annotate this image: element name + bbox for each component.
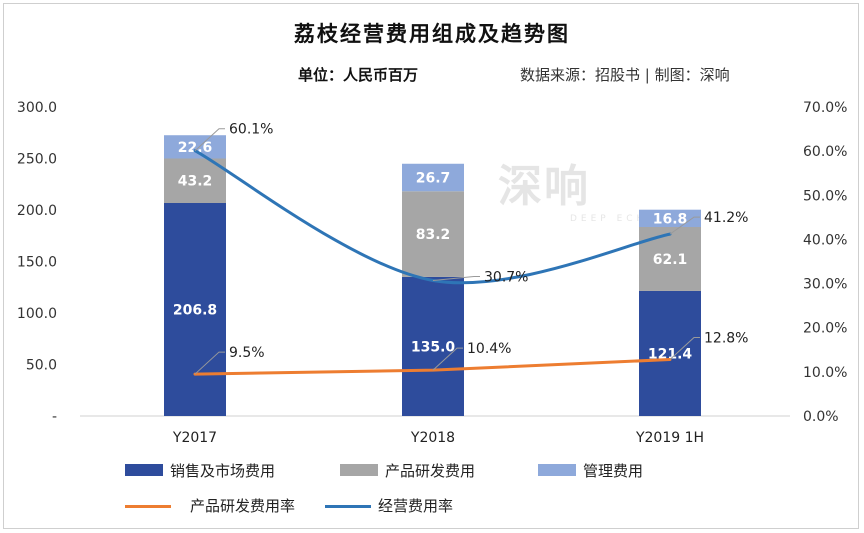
y-left-tick-label: 300.0 [17,100,57,116]
x-tick-label: Y2018 [410,430,455,446]
data-label-sales: 206.8 [173,302,217,318]
x-tick-label: Y2017 [172,430,217,446]
data-label-admin: 16.8 [653,211,688,227]
data-label-admin: 26.7 [416,171,451,187]
bar-admin [402,163,464,192]
y-right-tick-label: 50.0% [803,188,847,204]
bar-admin [164,135,226,159]
leader-line [669,216,700,235]
y-left-tick-label: 100.0 [17,306,57,322]
y-right-tick-label: 70.0% [803,100,847,116]
watermark-logo: 深响 DEEP ECHO [498,150,658,224]
legend-label-rnd: 产品研发费用 [385,462,476,480]
legend-swatch-opex-rate [325,505,371,508]
legend-label-rnd-rate: 产品研发费用率 [190,497,296,515]
bar-rnd [164,158,226,203]
leader-line [432,275,480,281]
watermark-subtext: DEEP ECHO [570,214,659,224]
line-opex-rate [193,149,672,285]
legend-label-sales: 销售及市场费用 [170,462,276,480]
data-label-sales: 121.4 [648,346,693,362]
unit-label: 单位：人民币百万 [298,66,419,84]
leader-line [194,128,225,152]
y-left-tick-label: 200.0 [17,203,57,219]
data-label-opex-rate: 41.2% [704,210,748,226]
y-left-tick-label: 50.0 [26,358,57,374]
data-label-opex-rate: 60.1% [229,122,273,138]
bar-sales [639,290,701,416]
y-right-tick-label: 20.0% [803,321,847,337]
x-tick-label: Y2019 1H [635,430,704,446]
data-label-rnd-rate: 10.4% [467,341,511,357]
data-label-rnd: 62.1 [653,252,688,268]
data-label-admin: 22.6 [178,140,213,156]
leader-line [669,336,700,360]
data-label-rnd: 83.2 [416,227,451,243]
legend-label-opex-rate: 经营费用率 [378,497,454,515]
y-left-tick-label: 150.0 [17,255,57,271]
data-label-opex-rate: 30.7% [484,269,528,285]
leader-line [194,351,225,375]
leader-line [432,347,463,371]
bar-rnd [639,226,701,291]
legend-swatch-rnd [340,464,378,476]
y-right-tick-label: 10.0% [803,365,847,381]
data-label-rnd-rate: 12.8% [704,330,748,346]
chart-title: 荔枝经营费用组成及趋势图 [294,21,570,46]
y-left-tick-label: 250.0 [17,152,57,168]
y-right-tick-label: 60.0% [803,144,847,160]
legend-label-admin: 管理费用 [583,462,644,480]
y-right-tick-label: 0.0% [803,409,839,425]
watermark-text: 深响 [498,161,590,212]
data-label-sales: 135.0 [411,339,456,355]
chart-frame [3,3,859,529]
y-left-tick-label: - [52,409,57,425]
y-right-tick-label: 30.0% [803,277,847,293]
source-label: 数据来源：招股书 | 制图：深响 [520,66,730,84]
y-right-tick-label: 40.0% [803,232,847,248]
data-label-rnd: 43.2 [178,174,213,190]
bar-sales [164,202,226,416]
legend-swatch-admin [538,464,576,476]
bar-sales [402,276,464,416]
legend-swatch-sales [125,464,163,476]
bar-rnd [402,191,464,277]
legend-swatch-rnd-rate [125,505,171,508]
data-label-rnd-rate: 9.5% [229,345,265,361]
